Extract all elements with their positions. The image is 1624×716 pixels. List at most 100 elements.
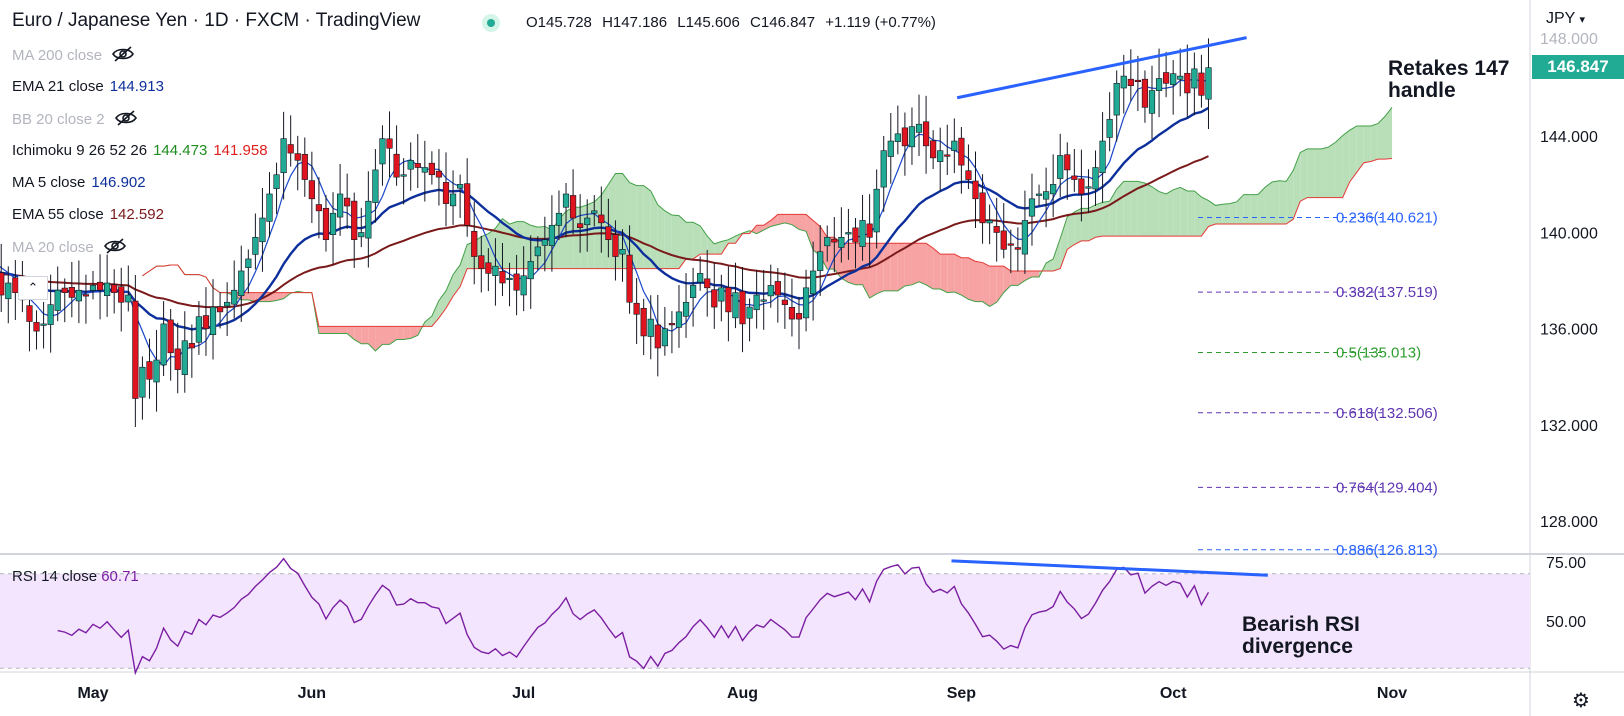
collapse-legend-button[interactable]: ⌃	[18, 276, 48, 300]
ichimoku-cloud	[142, 107, 1393, 351]
retakes-annotation: Retakes 147 handle	[1388, 58, 1509, 102]
candle-body	[795, 313, 803, 320]
cloud-segment	[1109, 189, 1117, 237]
candle-body	[562, 193, 570, 208]
cloud-segment	[1173, 187, 1181, 237]
cloud-segment	[325, 326, 334, 334]
candle-body	[1043, 191, 1050, 200]
candle-body	[633, 302, 640, 315]
market-status-icon	[482, 14, 500, 32]
legend-value: 146.902	[91, 174, 146, 191]
cloud-segment	[403, 326, 411, 340]
candle	[139, 356, 146, 420]
candle	[407, 142, 414, 191]
cloud-segment	[693, 222, 701, 259]
candle-body	[1120, 75, 1127, 89]
candle-body	[407, 160, 414, 170]
candle-body	[965, 170, 972, 180]
eye-hidden-icon[interactable]	[114, 110, 137, 130]
candle-body	[1127, 78, 1134, 87]
legend-row[interactable]: BB 20 close 2	[12, 110, 137, 130]
legend-row[interactable]: EMA 55 close 142.592	[12, 206, 164, 223]
candle	[506, 262, 513, 307]
legend-label: BB 20 close 2	[12, 110, 105, 128]
candle-body	[245, 258, 252, 268]
candle	[682, 273, 690, 338]
candle-body	[569, 195, 577, 219]
cloud-segment	[276, 292, 284, 301]
candle	[915, 94, 923, 157]
candle	[1000, 203, 1007, 259]
candle	[167, 308, 174, 381]
candle	[0, 243, 5, 312]
gear-icon[interactable]: ⚙	[1572, 690, 1590, 712]
candle-body	[40, 323, 47, 326]
cloud-segment	[933, 248, 941, 290]
legend-row[interactable]: MA 5 close 146.902	[12, 174, 146, 191]
candle	[146, 338, 153, 399]
candle-body	[1106, 119, 1113, 138]
candle	[725, 266, 732, 342]
cloud-segment	[354, 326, 362, 344]
cloud-segment	[1102, 201, 1110, 237]
cloud-segment	[1130, 181, 1138, 237]
candle	[442, 152, 450, 227]
cloud-segment	[1236, 194, 1244, 225]
candle-body	[993, 226, 1000, 233]
cloud-segment	[347, 326, 355, 340]
candle-body	[421, 167, 428, 173]
legend-row[interactable]: MA 20 close	[12, 238, 126, 258]
candle	[1007, 229, 1014, 274]
bearish-annotation: Bearish RSI divergence	[1242, 614, 1360, 658]
currency-selector[interactable]: JPY ▾	[1546, 10, 1585, 28]
candle-body	[372, 169, 379, 203]
cloud-segment	[410, 326, 418, 339]
current-price-label: 146.847	[1532, 55, 1624, 79]
candle	[1170, 60, 1177, 115]
candle	[802, 269, 810, 332]
candle	[132, 274, 139, 428]
candle	[901, 112, 908, 176]
candle-body	[139, 366, 146, 398]
candle	[612, 220, 619, 281]
candle	[753, 270, 760, 329]
change-value: +1.119 (+0.77%)	[825, 14, 936, 31]
candle-body	[774, 281, 781, 296]
candle	[379, 125, 386, 186]
cloud-segment	[438, 290, 446, 318]
candle-body	[930, 140, 937, 159]
candle	[711, 262, 718, 329]
cloud-segment	[1307, 148, 1315, 198]
candle	[421, 140, 428, 202]
cloud-segment	[460, 244, 468, 287]
candle	[633, 278, 640, 344]
candle-body	[89, 285, 97, 291]
candle	[464, 158, 471, 237]
candle	[746, 298, 753, 342]
candle	[351, 192, 358, 268]
candle	[386, 111, 393, 178]
legend-row[interactable]: Ichimoku 9 26 52 26 144.473 141.958	[12, 142, 268, 159]
legend-row[interactable]: EMA 21 close 144.913	[12, 78, 164, 95]
candle	[1021, 190, 1029, 274]
candle-body	[831, 238, 838, 243]
candle-body	[598, 214, 605, 224]
cloud-segment	[919, 243, 927, 285]
cloud-segment	[799, 214, 807, 232]
candle-body	[937, 150, 944, 162]
cloud-segment	[1349, 126, 1357, 182]
candle-body	[153, 359, 160, 383]
candle	[393, 125, 400, 186]
candle-body	[280, 138, 287, 174]
price-tick-label: 128.000	[1540, 514, 1598, 531]
legend-row[interactable]: MA 200 close	[12, 46, 135, 66]
candle	[930, 130, 937, 169]
eye-hidden-icon[interactable]	[112, 46, 135, 66]
eye-hidden-icon[interactable]	[103, 238, 126, 258]
close-value: C146.847	[750, 14, 816, 31]
cloud-segment	[770, 214, 778, 227]
candle-body	[216, 306, 224, 313]
candle-body	[972, 180, 979, 200]
candle	[308, 151, 315, 224]
